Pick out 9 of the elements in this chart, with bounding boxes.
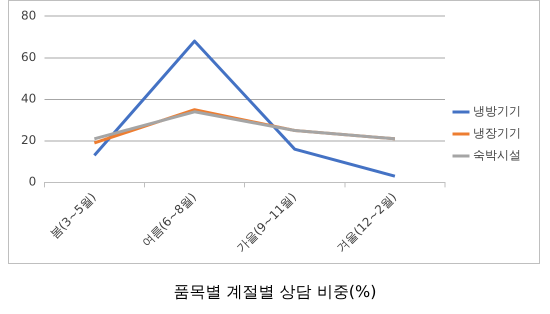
y-tick-label: 40 (20, 91, 36, 106)
text: 품목별 계절별 상담 비중(%) (172, 282, 378, 303)
y-tick-label: 60 (20, 50, 36, 64)
legend-label: 냉방기기 (473, 104, 521, 118)
y-tick-label: 20 (20, 133, 36, 147)
legend-label: 냉장기기 (473, 126, 521, 140)
y-tick-label: 80 (20, 8, 36, 22)
y-tick-label: 0 (28, 174, 36, 189)
legend-label: 숙박시설 (473, 148, 521, 162)
